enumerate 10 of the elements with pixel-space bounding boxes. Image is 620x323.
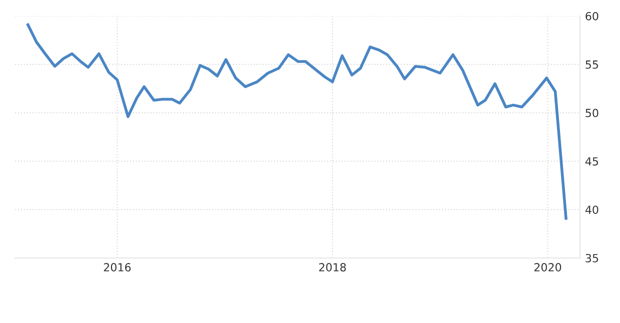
y-tick-label: 35 bbox=[586, 254, 598, 262]
line-series bbox=[26, 23, 568, 220]
y-tick-label: 55 bbox=[586, 60, 598, 69]
x-tick-label: 2020 bbox=[534, 263, 562, 272]
x-tick-label: 2018 bbox=[319, 263, 346, 272]
y-tick-label: 45 bbox=[585, 157, 598, 166]
x-tick-label: 2016 bbox=[104, 263, 131, 272]
y-tick-label: 50 bbox=[586, 108, 598, 118]
y-tick-label: 60 bbox=[586, 12, 598, 20]
y-tick-label: 40 bbox=[585, 206, 598, 214]
